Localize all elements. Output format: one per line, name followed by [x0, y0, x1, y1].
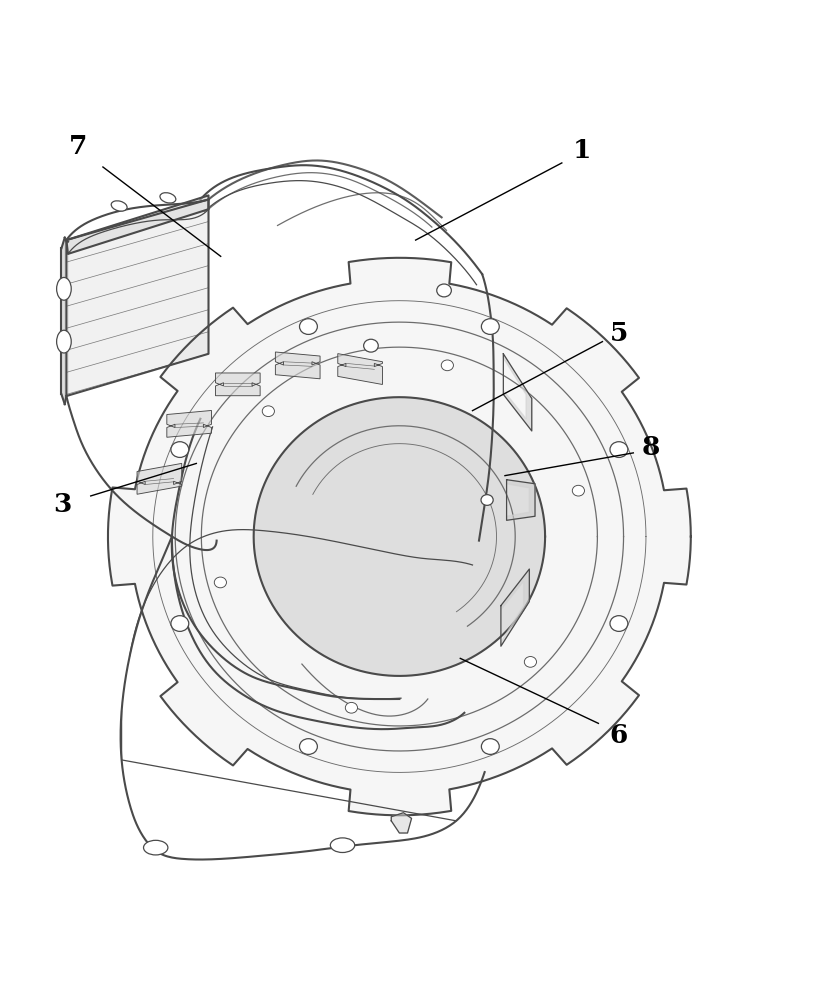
Ellipse shape [160, 193, 176, 203]
Ellipse shape [441, 360, 453, 371]
Ellipse shape [437, 284, 452, 297]
Ellipse shape [346, 702, 358, 713]
Polygon shape [167, 410, 212, 437]
Text: 8: 8 [642, 435, 660, 460]
Ellipse shape [171, 616, 189, 631]
Polygon shape [215, 373, 260, 396]
Ellipse shape [481, 495, 493, 505]
Ellipse shape [363, 339, 378, 352]
Ellipse shape [330, 838, 355, 853]
Ellipse shape [299, 319, 317, 334]
Ellipse shape [482, 739, 500, 754]
Text: 7: 7 [69, 134, 88, 159]
Ellipse shape [610, 442, 628, 457]
Ellipse shape [262, 406, 275, 417]
Ellipse shape [610, 616, 628, 631]
Ellipse shape [143, 840, 168, 855]
Ellipse shape [482, 319, 500, 334]
Ellipse shape [299, 739, 317, 754]
Ellipse shape [572, 485, 584, 496]
Polygon shape [337, 354, 382, 384]
Polygon shape [66, 199, 209, 396]
Polygon shape [504, 354, 531, 431]
Polygon shape [61, 238, 64, 404]
Polygon shape [108, 258, 691, 815]
Text: 5: 5 [610, 321, 628, 346]
Polygon shape [137, 463, 182, 494]
Text: 6: 6 [610, 723, 628, 748]
Ellipse shape [111, 201, 127, 211]
Text: 1: 1 [573, 138, 592, 163]
Polygon shape [253, 397, 545, 676]
Ellipse shape [171, 442, 189, 457]
Ellipse shape [56, 330, 71, 353]
Ellipse shape [214, 577, 227, 588]
Ellipse shape [56, 277, 71, 300]
Text: 3: 3 [53, 492, 72, 517]
Ellipse shape [524, 657, 536, 667]
Polygon shape [66, 240, 68, 396]
Polygon shape [391, 813, 412, 833]
Polygon shape [275, 352, 320, 379]
Polygon shape [66, 195, 209, 254]
Polygon shape [501, 569, 529, 646]
Polygon shape [507, 480, 535, 520]
